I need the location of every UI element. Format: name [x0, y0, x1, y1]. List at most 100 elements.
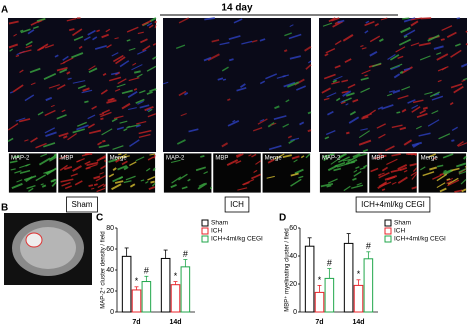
texture [152, 56, 157, 60]
texture [341, 90, 349, 94]
texture [338, 156, 350, 163]
texture [395, 46, 406, 53]
texture [446, 178, 451, 181]
texture [38, 157, 51, 166]
texture [307, 60, 312, 64]
micrograph [8, 18, 156, 152]
texture [286, 81, 300, 88]
texture [391, 124, 403, 129]
texture [235, 160, 242, 164]
texture [447, 179, 460, 187]
significance-mark: # [366, 241, 371, 251]
texture [128, 107, 137, 111]
texture [44, 127, 56, 134]
texture [9, 91, 14, 94]
texture [149, 153, 156, 156]
texture [98, 144, 110, 149]
texture [397, 55, 404, 59]
texture [93, 175, 101, 180]
texture [451, 139, 455, 142]
texture [150, 180, 155, 184]
y-tick-label: 40 [106, 267, 114, 274]
texture [384, 175, 398, 181]
texture [290, 172, 299, 177]
texture [24, 94, 35, 102]
inset-label: MBP [60, 156, 73, 162]
texture [322, 154, 330, 159]
texture [40, 153, 48, 158]
texture [113, 115, 124, 120]
texture [288, 33, 302, 40]
texture [361, 115, 369, 120]
texture [339, 153, 347, 158]
texture [411, 186, 417, 190]
texture [108, 158, 118, 163]
texture [96, 29, 100, 33]
texture [76, 121, 88, 127]
texture [178, 173, 188, 181]
texture [184, 92, 189, 96]
texture [305, 64, 312, 70]
texture [342, 158, 351, 162]
texture [66, 71, 71, 75]
texture [397, 176, 408, 184]
texture [126, 125, 131, 129]
legend-swatch [384, 227, 392, 235]
texture [219, 41, 230, 46]
texture [200, 155, 205, 158]
texture [99, 156, 106, 160]
texture [336, 162, 350, 168]
texture [46, 167, 57, 176]
texture [227, 119, 240, 127]
texture [59, 155, 68, 160]
texture [20, 28, 31, 34]
texture [44, 44, 54, 49]
texture [117, 78, 127, 85]
texture [43, 72, 57, 80]
texture [347, 156, 358, 163]
texture [412, 142, 420, 148]
texture [129, 124, 140, 128]
texture [442, 169, 452, 174]
texture [369, 35, 381, 43]
texture [285, 99, 290, 103]
texture [72, 28, 83, 37]
bar [180, 266, 191, 313]
texture [136, 73, 143, 78]
texture [176, 139, 186, 145]
texture [326, 92, 337, 98]
texture [307, 129, 312, 133]
x-tick-label: 7d [132, 319, 140, 326]
texture [419, 109, 427, 115]
texture [307, 111, 312, 115]
texture [241, 40, 253, 45]
texture [154, 24, 157, 29]
texture [137, 100, 144, 105]
texture [10, 168, 16, 171]
texture [228, 35, 241, 40]
texture [352, 98, 359, 103]
texture [253, 169, 258, 174]
texture [298, 175, 304, 179]
texture [11, 182, 23, 190]
texture [102, 184, 107, 188]
inset-label: MBP [371, 156, 384, 162]
texture [211, 39, 220, 43]
texture [147, 156, 154, 161]
texture [76, 124, 89, 131]
texture [252, 127, 263, 132]
texture [49, 153, 57, 161]
texture [290, 137, 300, 141]
bar [324, 277, 335, 313]
texture [87, 123, 95, 129]
panel-letter: B [1, 203, 8, 214]
texture [114, 37, 119, 40]
texture [12, 84, 24, 93]
texture [48, 84, 60, 89]
texture [323, 97, 330, 101]
texture [76, 158, 85, 163]
texture [147, 108, 153, 113]
texture [427, 119, 440, 127]
texture [221, 142, 229, 148]
